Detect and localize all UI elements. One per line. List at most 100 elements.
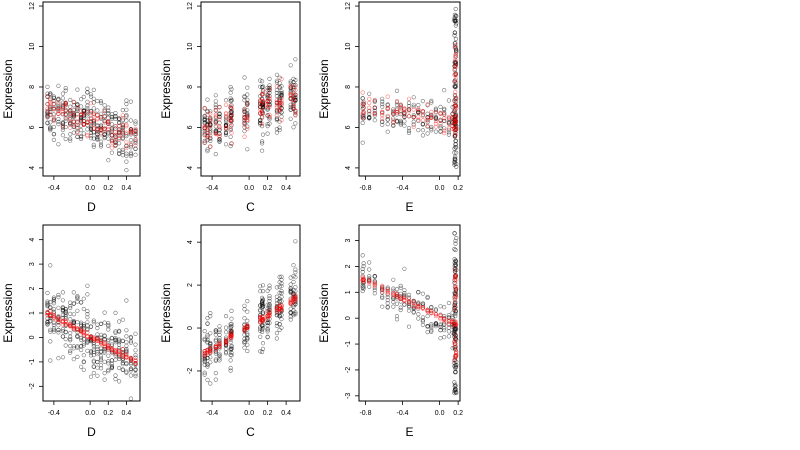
raw-point — [124, 369, 129, 374]
y-tick-label: -3 — [345, 393, 352, 399]
fitted-point — [128, 356, 133, 361]
raw-point — [453, 54, 459, 59]
raw-point — [429, 100, 434, 105]
fitted-point — [433, 314, 439, 319]
raw-point — [78, 104, 84, 109]
raw-point — [260, 139, 265, 144]
fitted-point — [48, 308, 53, 314]
raw-point — [229, 87, 234, 92]
fitted-point — [267, 313, 272, 318]
raw-point — [394, 100, 400, 105]
fitted-point — [91, 111, 96, 116]
raw-point — [277, 298, 282, 304]
raw-point — [453, 247, 458, 253]
fitted-point — [245, 126, 250, 132]
raw-point — [446, 300, 452, 306]
fitted-point — [288, 302, 293, 307]
raw-point — [106, 321, 111, 326]
raw-point — [71, 301, 76, 306]
raw-point — [433, 324, 439, 329]
raw-point — [56, 323, 61, 328]
raw-point — [81, 306, 86, 312]
fitted-point — [48, 99, 53, 105]
raw-point — [102, 107, 107, 112]
raw-point — [75, 354, 80, 360]
fitted-point — [60, 106, 66, 112]
raw-point — [274, 285, 280, 290]
raw-point — [245, 331, 250, 336]
fitted-point — [279, 103, 284, 108]
fitted-point — [453, 131, 458, 136]
fitted-point — [267, 310, 272, 316]
raw-point — [91, 142, 96, 147]
fitted-point — [406, 297, 412, 302]
raw-point — [51, 301, 57, 306]
fitted-point — [446, 121, 452, 126]
fitted-point — [402, 110, 407, 115]
raw-point — [223, 98, 229, 103]
fitted-point — [367, 279, 372, 284]
raw-point — [205, 356, 210, 361]
fitted-point — [245, 101, 250, 106]
raw-point — [229, 316, 234, 321]
raw-point — [372, 288, 377, 293]
raw-point — [229, 308, 234, 314]
y-tick-label: 0 — [187, 326, 194, 330]
raw-point — [229, 321, 234, 327]
fitted-point — [205, 127, 210, 132]
raw-point — [98, 100, 104, 105]
raw-point — [277, 284, 282, 289]
raw-point — [124, 144, 129, 149]
fitted-point — [433, 118, 439, 124]
raw-point — [274, 294, 280, 299]
raw-point — [88, 350, 94, 355]
fitted-point — [124, 140, 129, 145]
fitted-point — [433, 121, 439, 126]
raw-point — [68, 138, 73, 143]
raw-point — [78, 344, 84, 349]
fitted-point — [411, 299, 416, 304]
fitted-point — [88, 119, 94, 124]
fitted-point — [380, 287, 385, 292]
fitted-point — [406, 114, 412, 119]
x-axis: -0.4 0.0 0.2 0.4 D — [48, 176, 131, 214]
raw-point — [208, 381, 213, 386]
raw-point — [260, 349, 265, 355]
raw-point — [68, 136, 73, 141]
raw-point — [223, 351, 229, 356]
raw-point — [60, 298, 66, 303]
raw-point — [202, 370, 207, 375]
x-axis-title: C — [246, 425, 255, 439]
raw-point — [258, 289, 263, 294]
raw-point — [442, 328, 447, 333]
raw-point — [406, 100, 412, 105]
raw-point — [228, 84, 233, 90]
raw-point — [260, 311, 266, 316]
raw-point — [420, 322, 426, 327]
raw-point — [205, 149, 210, 154]
fitted-point — [63, 109, 68, 114]
raw-point — [91, 370, 96, 376]
raw-point — [68, 348, 73, 354]
fitted-point — [113, 143, 118, 148]
raw-point — [429, 322, 434, 327]
y-axis: -2 -1 0 1 2 3 4 Expression — [1, 238, 43, 389]
raw-point — [213, 102, 218, 107]
raw-point — [446, 130, 452, 135]
fitted-point — [429, 309, 434, 314]
raw-point — [223, 132, 229, 137]
raw-point — [394, 301, 400, 306]
raw-point — [102, 134, 107, 139]
scatter-panel-5: -0.4 0.0 0.2 0.4 C -2 0 2 4 Expression — [159, 224, 301, 439]
fitted-point — [60, 124, 66, 129]
raw-point — [63, 85, 68, 91]
raw-point — [71, 357, 76, 362]
raw-point — [60, 127, 66, 133]
fitted-point — [454, 126, 459, 131]
raw-point — [442, 322, 447, 327]
raw-point — [120, 107, 125, 113]
raw-point — [106, 327, 111, 332]
fitted-point — [452, 64, 458, 69]
fitted-point — [205, 129, 210, 134]
raw-point — [258, 334, 263, 339]
